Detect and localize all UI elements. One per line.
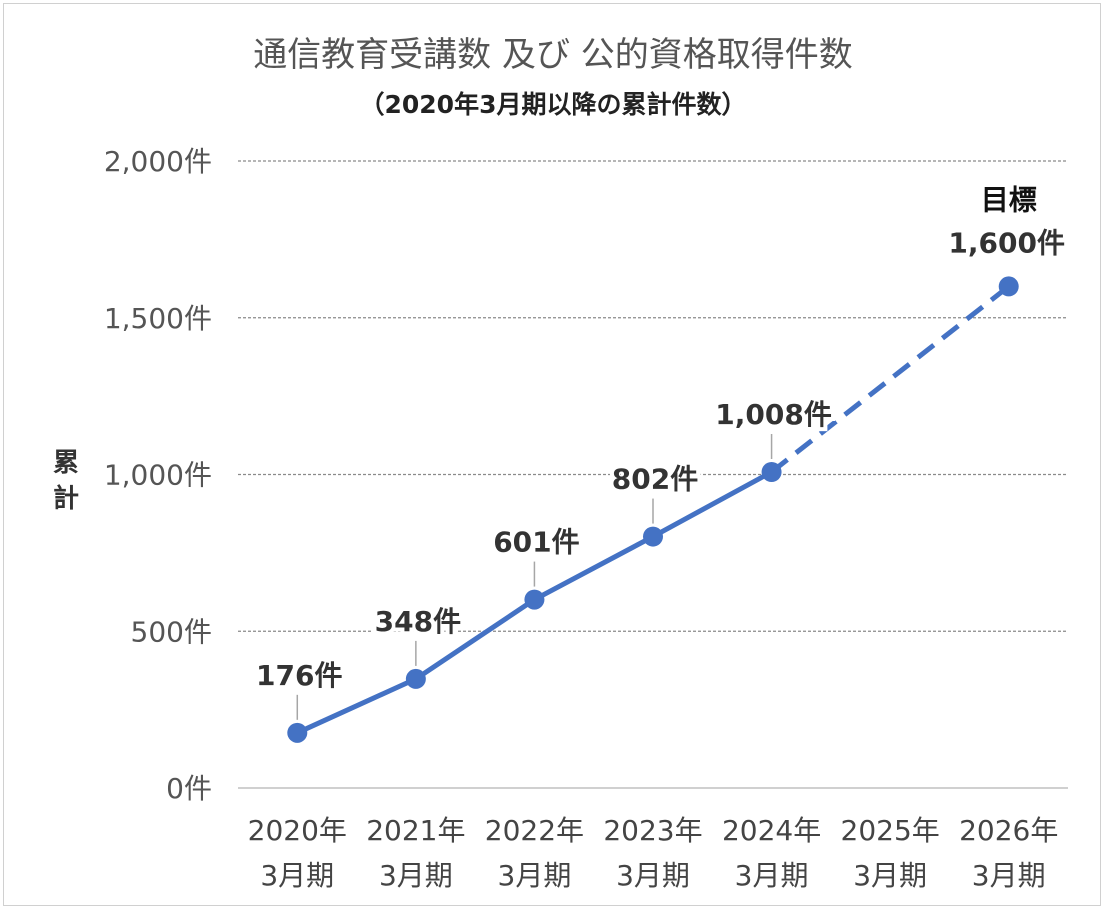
data-point bbox=[524, 589, 545, 610]
chart-frame bbox=[3, 3, 1101, 906]
x-tick-label: 2023年 bbox=[603, 814, 702, 847]
x-tick-label: 3月期 bbox=[616, 859, 690, 892]
x-tick-label: 3月期 bbox=[853, 859, 927, 892]
y-axis: 0件 500件 1,000件 1,500件 2,000件 bbox=[104, 145, 212, 805]
y-tick-label: 1,500件 bbox=[104, 302, 212, 335]
data-point bbox=[761, 461, 782, 482]
x-axis: 2020年 3月期 2021年 3月期 2022年 3月期 2023年 3月期 2024年 3月期… bbox=[248, 814, 1059, 892]
y-tick-label: 0件 bbox=[166, 772, 212, 805]
chart-subtitle: （2020年3月期以降の累計件数） bbox=[360, 90, 747, 119]
x-tick-label: 3月期 bbox=[498, 859, 572, 892]
y-axis-label: 累計 bbox=[53, 448, 79, 514]
x-tick-label: 2022年 bbox=[485, 814, 584, 847]
target-line bbox=[770, 284, 1011, 474]
data-label: 1,008件 bbox=[715, 398, 832, 431]
gridlines bbox=[238, 160, 1068, 789]
y-axis-label-char: 計 bbox=[53, 483, 79, 514]
target-annotation: 目標 bbox=[981, 183, 1037, 216]
x-tick-label: 2024年 bbox=[722, 814, 821, 847]
data-label: 802件 bbox=[612, 463, 698, 496]
data-label: 601件 bbox=[493, 526, 579, 559]
x-tick-label: 3月期 bbox=[972, 859, 1046, 892]
data-labels: 176件 348件 601件 802件 1,008件 目標 1,600件 bbox=[252, 183, 1065, 695]
x-tick-label: 3月期 bbox=[379, 859, 453, 892]
data-point bbox=[405, 668, 426, 689]
x-tick-label: 2026年 bbox=[959, 814, 1058, 847]
data-label: 348件 bbox=[375, 605, 461, 638]
target-point bbox=[998, 276, 1019, 297]
data-point bbox=[287, 722, 308, 743]
chart-title: 通信教育受講数 及び 公的資格取得件数 bbox=[253, 35, 853, 75]
x-tick-label: 3月期 bbox=[735, 859, 809, 892]
data-label: 176件 bbox=[256, 659, 342, 692]
x-tick-label: 2020年 bbox=[248, 814, 347, 847]
target-value-label: 1,600件 bbox=[948, 226, 1065, 259]
x-tick-label: 2021年 bbox=[366, 814, 465, 847]
label-leader-lines bbox=[296, 433, 773, 720]
y-tick-label: 2,000件 bbox=[104, 145, 212, 178]
y-tick-label: 500件 bbox=[131, 615, 212, 648]
x-tick-label: 3月期 bbox=[260, 859, 334, 892]
y-axis-label-char: 累 bbox=[53, 448, 79, 478]
data-points bbox=[287, 276, 1019, 743]
y-tick-label: 1,000件 bbox=[104, 459, 212, 492]
x-tick-label: 2025年 bbox=[841, 814, 940, 847]
data-point bbox=[643, 526, 663, 547]
